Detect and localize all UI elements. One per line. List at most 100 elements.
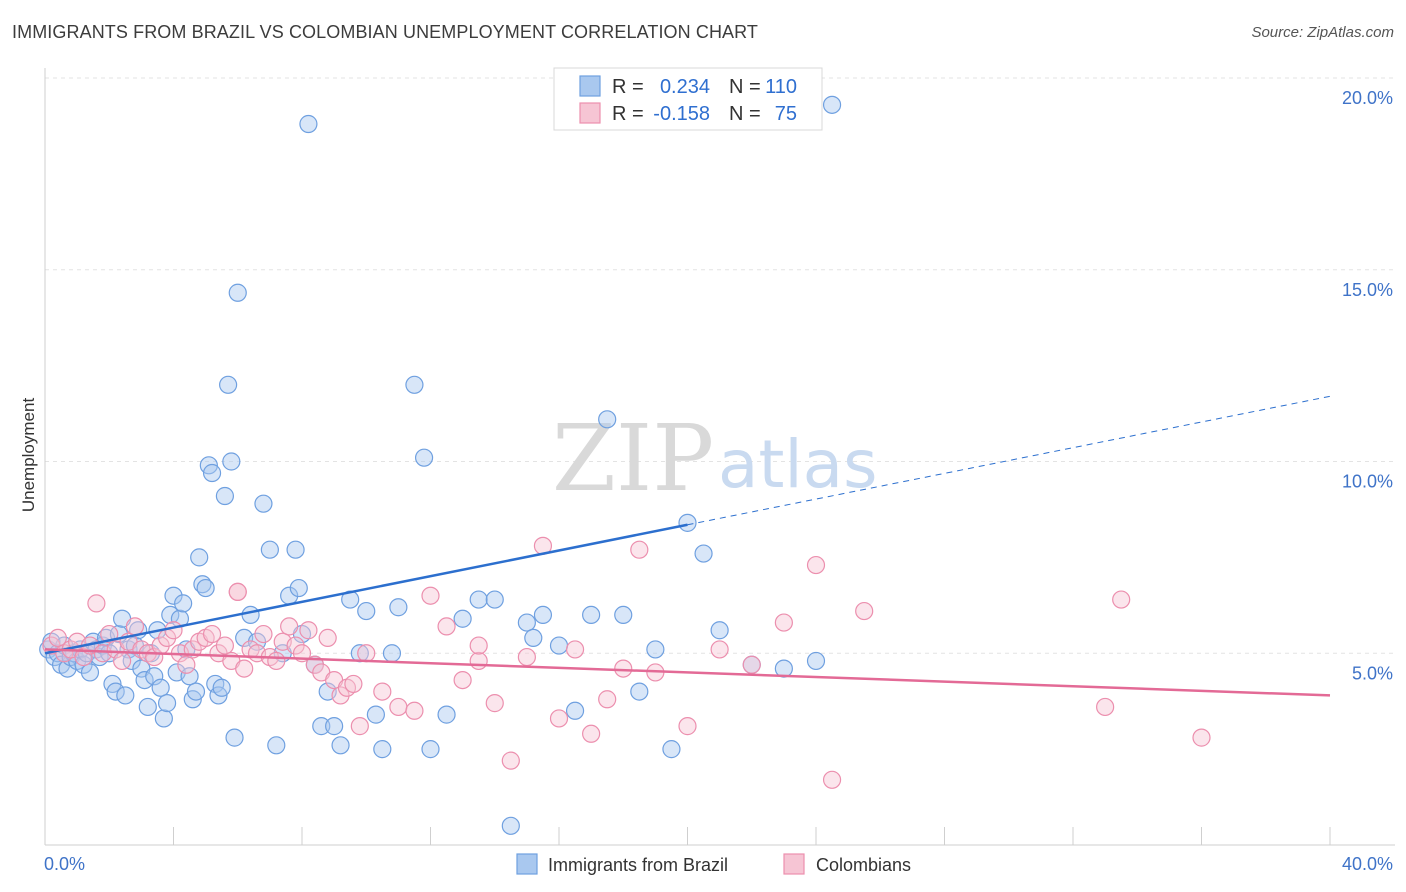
brazil-point-71 [299, 114, 318, 134]
y-tick-label-10: 10.0% [1342, 472, 1393, 492]
colombian-point-35 [267, 651, 286, 671]
colombian-point-55 [453, 670, 472, 690]
colombian-point-48 [350, 717, 369, 736]
brazil-point-85 [414, 448, 434, 467]
brazil-point-82 [382, 644, 402, 663]
watermark: ZIP atlas [552, 405, 878, 512]
brazil-point-99 [630, 682, 649, 701]
colombian-point-37 [280, 617, 299, 636]
brazil-point-21 [106, 682, 125, 701]
x-tick-label-40: 40.0% [1342, 854, 1393, 874]
brazil-point-13 [80, 663, 100, 682]
colombian-point-68 [678, 717, 697, 736]
y-tick-label-15: 15.0% [1342, 280, 1393, 300]
brazil-point-35 [151, 678, 170, 697]
brazil-point-107 [806, 651, 826, 671]
colombian-point-21 [177, 655, 196, 674]
brazil-point-81 [373, 740, 392, 759]
brazil-point-86 [421, 740, 440, 759]
legend-swatch-0 [579, 75, 601, 97]
brazil-point-61 [241, 605, 260, 625]
colombian-point-5 [74, 647, 93, 667]
colombian-point-69 [710, 640, 729, 659]
legend-r-value-1: -0.158 [653, 103, 710, 125]
colombian-point-25 [202, 624, 222, 644]
brazil-point-39 [164, 586, 183, 605]
colombian-point-7 [87, 594, 106, 613]
brazil-point-104 [710, 621, 729, 640]
colombian-point-49 [357, 644, 376, 663]
brazil-point-63 [254, 494, 273, 513]
y-tick-label-5: 5.0% [1352, 663, 1393, 683]
colombian-extra-point-1 [469, 636, 488, 655]
colombian-point-13 [125, 617, 145, 636]
bottom-legend-label-1: Colombians [816, 855, 911, 875]
brazil-point-95 [565, 701, 585, 720]
brazil-point-102 [678, 513, 697, 532]
brazil-point-42 [174, 594, 193, 613]
legend-n-label-0: N = [729, 76, 761, 98]
colombian-point-61 [549, 709, 569, 728]
brazil-point-87 [437, 705, 456, 724]
colombian-point-70 [742, 655, 761, 674]
brazil-point-24 [116, 686, 135, 705]
brazil-point-59 [228, 283, 247, 302]
colombian-point-51 [389, 697, 408, 717]
brazil-point-51 [202, 463, 222, 483]
brazil-point-46 [186, 682, 206, 701]
brazil-point-91 [501, 816, 520, 835]
colombian-extra-point-2 [822, 770, 842, 789]
brazil-point-98 [614, 605, 633, 625]
brazil-point-108 [822, 95, 842, 114]
axes-layer: 5.0% 10.0% 15.0% 20.0% 0.0% 40.0% Unemployment [19, 68, 1395, 874]
colombian-point-30 [235, 659, 254, 678]
x-tick-label-0: 0.0% [44, 854, 85, 874]
brazil-point-31 [138, 697, 157, 717]
legend-r-label-1: R = [612, 103, 644, 125]
colombian-point-72 [806, 555, 826, 575]
chart-source: Source: ZipAtlas.com [1251, 24, 1394, 41]
brazil-point-57 [222, 452, 241, 471]
brazil-point-33 [145, 667, 164, 686]
colombian-point-52 [405, 701, 424, 720]
brazil-point-37 [157, 694, 177, 713]
brazil-point-65 [267, 736, 286, 755]
brazil-point-75 [325, 717, 344, 736]
brazil-point-38 [161, 605, 180, 625]
colombian-point-73 [1096, 697, 1115, 717]
brazil-point-92 [517, 613, 536, 632]
colombian-point-63 [582, 724, 601, 743]
brazil-point-109 [524, 628, 543, 648]
colombian-point-65 [614, 659, 633, 678]
colombian-point-47 [344, 674, 363, 694]
grid-layer [45, 77, 1395, 654]
y-tick-label-20: 20.0% [1342, 88, 1393, 108]
brazil-point-36 [154, 709, 173, 728]
bottom-legend-label-0: Immigrants from Brazil [548, 855, 728, 875]
brazil-point-55 [215, 486, 234, 506]
legend-n-value-1: 75 [775, 103, 797, 125]
colombian-point-59 [517, 647, 536, 667]
trend-layer [44, 395, 1331, 697]
watermark-atlas-text: atlas [718, 426, 878, 503]
legend-n-label-1: N = [729, 103, 761, 125]
brazil-point-93 [533, 605, 553, 625]
colombian-point-64 [598, 690, 617, 709]
colombian-point-19 [164, 621, 183, 640]
brazil-point-80 [366, 705, 385, 724]
colombian-point-71 [774, 613, 793, 632]
colombian-point-54 [437, 617, 456, 636]
colombian-point-43 [318, 628, 337, 648]
colombian-point-74 [1192, 728, 1211, 747]
colombian-point-33 [254, 624, 273, 644]
brazil-point-79 [357, 601, 376, 621]
brazil-point-96 [582, 605, 601, 625]
colombian-point-40 [299, 621, 318, 640]
legend-r-label-0: R = [612, 76, 644, 98]
colombian-point-53 [421, 586, 440, 605]
colombian-extra-point-0 [228, 582, 247, 601]
brazil-point-101 [662, 740, 681, 759]
brazil-point-56 [219, 375, 238, 394]
colombian-extra-point-3 [1112, 590, 1131, 609]
